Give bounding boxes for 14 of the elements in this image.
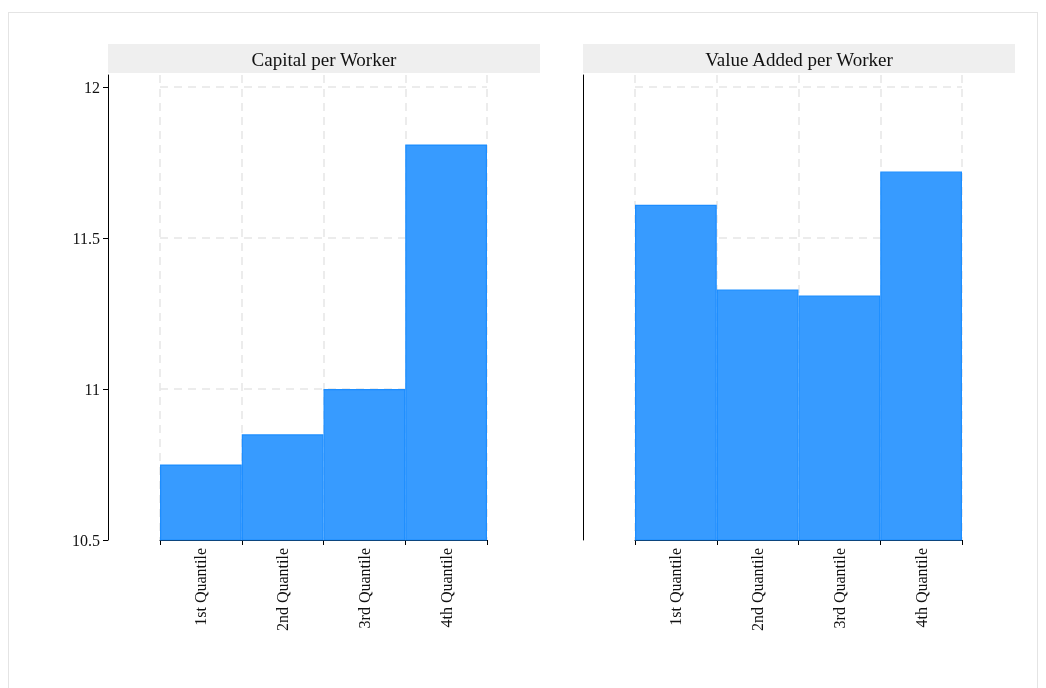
chart-title: Capital per Worker [108,44,540,73]
x-tick-label: 4th Quantile [437,548,455,628]
x-tick-label: 1st Quantile [667,548,685,626]
x-tick-label: 2nd Quantile [274,548,292,632]
chart-title: Value Added per Worker [583,44,1015,73]
x-tick-label: 2nd Quantile [749,548,767,632]
y-tick-label: 11 [84,380,100,398]
y-tick-label: 10.5 [72,531,100,549]
x-tick-label: 3rd Quantile [355,548,373,629]
x-tick-label: 1st Quantile [192,548,210,626]
x-tick-label: 4th Quantile [912,548,930,628]
y-tick-label: 12 [84,78,100,96]
x-tick-label: 3rd Quantile [830,548,848,629]
y-tick-label: 11.5 [72,229,100,247]
